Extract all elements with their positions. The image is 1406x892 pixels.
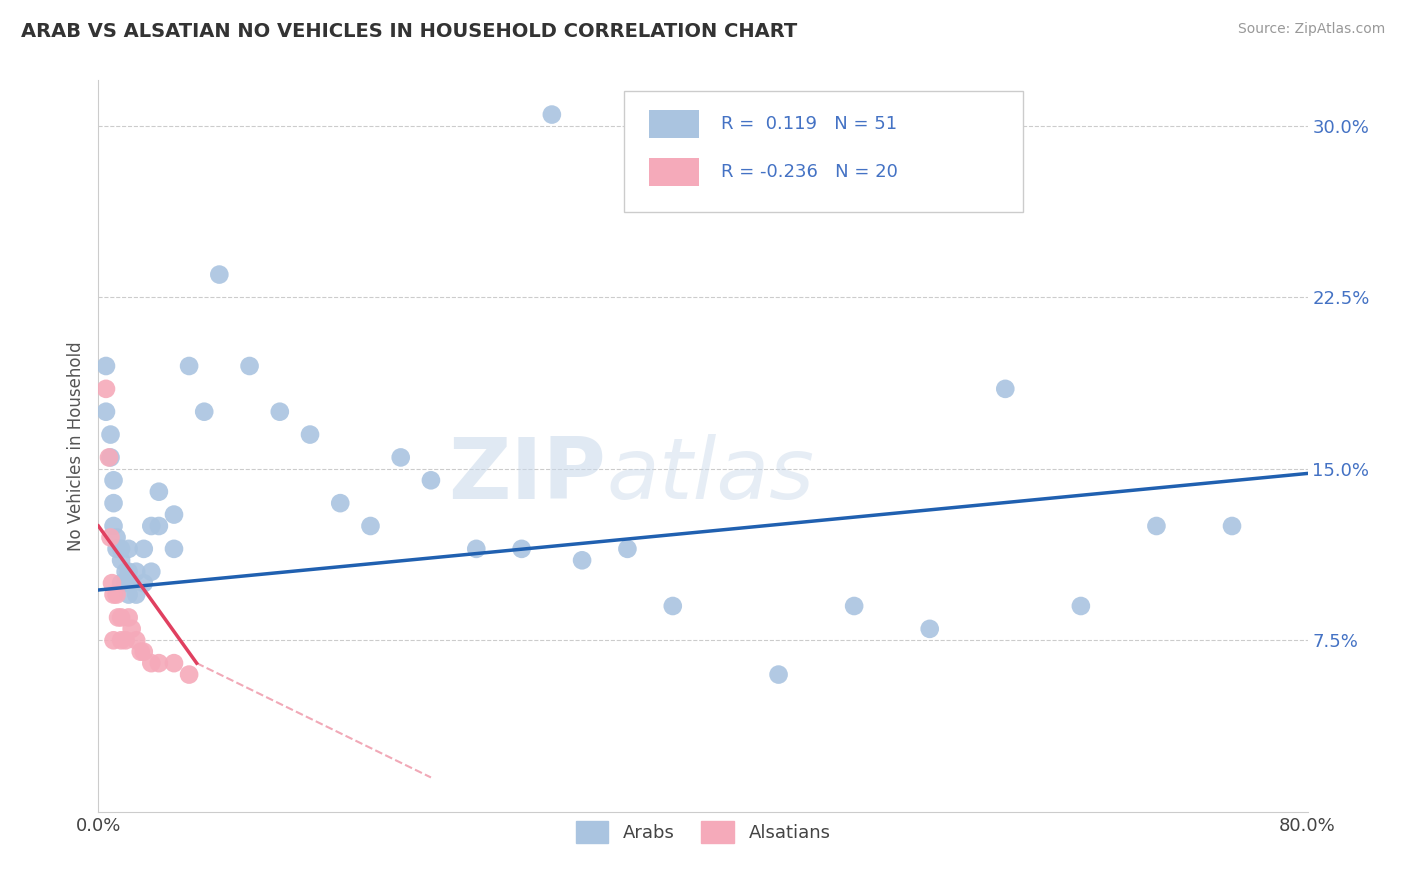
Point xyxy=(465,541,488,556)
Point xyxy=(844,599,866,613)
Text: ARAB VS ALSATIAN NO VEHICLES IN HOUSEHOLD CORRELATION CHART: ARAB VS ALSATIAN NO VEHICLES IN HOUSEHOL… xyxy=(21,22,797,41)
Point xyxy=(329,496,352,510)
Point xyxy=(118,541,141,556)
Point xyxy=(110,553,132,567)
Point xyxy=(141,565,163,579)
Point xyxy=(1070,599,1092,613)
Point xyxy=(110,541,132,556)
Point xyxy=(179,667,201,681)
Point xyxy=(129,645,152,659)
Point xyxy=(661,599,683,613)
Point xyxy=(148,484,170,499)
Point xyxy=(141,656,163,670)
FancyBboxPatch shape xyxy=(624,91,1024,212)
Point xyxy=(114,633,136,648)
Point xyxy=(125,588,148,602)
Point xyxy=(94,359,117,373)
Point xyxy=(141,519,163,533)
Point xyxy=(110,610,132,624)
Point xyxy=(103,633,125,648)
Point xyxy=(118,610,141,624)
Point xyxy=(132,541,155,556)
Point xyxy=(299,427,322,442)
Text: R =  0.119   N = 51: R = 0.119 N = 51 xyxy=(721,115,897,133)
Point xyxy=(360,519,382,533)
Point xyxy=(163,508,186,522)
Point xyxy=(208,268,231,282)
Point xyxy=(269,405,291,419)
FancyBboxPatch shape xyxy=(648,158,699,186)
Point xyxy=(125,565,148,579)
Point xyxy=(105,588,128,602)
Point xyxy=(994,382,1017,396)
Point xyxy=(768,667,790,681)
Point xyxy=(616,541,638,556)
Text: R = -0.236   N = 20: R = -0.236 N = 20 xyxy=(721,162,898,181)
Point xyxy=(100,427,122,442)
Point xyxy=(103,473,125,487)
Point xyxy=(118,588,141,602)
Point xyxy=(420,473,443,487)
Point xyxy=(540,107,562,121)
Point xyxy=(193,405,215,419)
Point xyxy=(100,450,122,465)
Point xyxy=(179,359,201,373)
Point xyxy=(107,610,129,624)
Point xyxy=(105,541,128,556)
Text: Source: ZipAtlas.com: Source: ZipAtlas.com xyxy=(1237,22,1385,37)
Point xyxy=(163,656,186,670)
Point xyxy=(101,576,124,591)
Point xyxy=(114,576,136,591)
Point xyxy=(94,405,117,419)
Point xyxy=(103,496,125,510)
Text: ZIP: ZIP xyxy=(449,434,606,516)
Point xyxy=(118,565,141,579)
Legend: Arabs, Alsatians: Arabs, Alsatians xyxy=(568,814,838,850)
Point xyxy=(239,359,262,373)
Point xyxy=(110,576,132,591)
Point xyxy=(389,450,412,465)
Point xyxy=(132,645,155,659)
Point xyxy=(918,622,941,636)
Y-axis label: No Vehicles in Household: No Vehicles in Household xyxy=(66,341,84,551)
Point xyxy=(121,622,143,636)
Point xyxy=(510,541,533,556)
Point xyxy=(1220,519,1243,533)
Point xyxy=(148,519,170,533)
Point xyxy=(105,530,128,544)
Point xyxy=(103,588,125,602)
Point xyxy=(571,553,593,567)
Point xyxy=(94,382,117,396)
Point xyxy=(163,541,186,556)
Point xyxy=(103,519,125,533)
Point xyxy=(125,633,148,648)
Point xyxy=(100,530,122,544)
Point xyxy=(98,450,121,465)
Text: atlas: atlas xyxy=(606,434,814,516)
Point xyxy=(1144,519,1167,533)
Point xyxy=(121,576,143,591)
Point xyxy=(110,633,132,648)
Point xyxy=(148,656,170,670)
Point xyxy=(114,565,136,579)
Point xyxy=(132,576,155,591)
FancyBboxPatch shape xyxy=(648,111,699,138)
